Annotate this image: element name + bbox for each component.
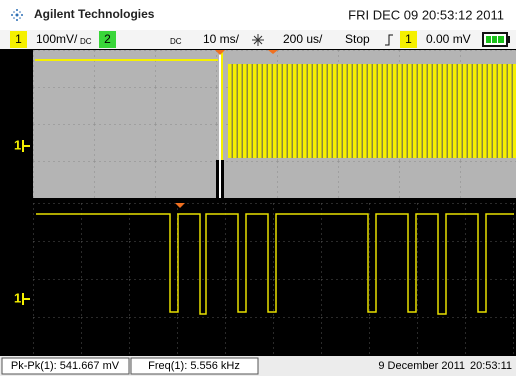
zoom-timebase: 200 us/: [283, 32, 323, 46]
coupling1: DC: [80, 37, 92, 46]
logo: [11, 9, 23, 21]
delay-marker: [268, 50, 278, 54]
zoom-marker-arrow: [22, 293, 30, 305]
run-state: Stop: [345, 32, 370, 46]
channel2-badge: [99, 31, 116, 48]
channel2: 2: [104, 32, 111, 46]
trigger-position: [215, 50, 225, 55]
trigger-level: 0.00 mV: [426, 32, 471, 46]
trigger-source-badge: [400, 31, 417, 48]
battery: [482, 32, 510, 47]
zoom-grid: [33, 203, 516, 355]
zoom-trigger-marker: [175, 203, 185, 208]
footer-date: 9 December 2011: [378, 360, 465, 372]
main-trace-burst: [228, 64, 516, 158]
main-marker-arrow: [22, 140, 30, 152]
timebase: 10 ms/: [203, 32, 240, 46]
measurement1: Pk-Pk(1): 541.667 mV: [11, 360, 120, 372]
measurement1-box: [1, 357, 130, 375]
trigger-source: 1: [405, 32, 412, 46]
coupling2: DC: [170, 37, 182, 46]
trigger-edge-icon: [385, 34, 393, 46]
zoom-icon: [252, 34, 264, 46]
zoom-trace: [36, 213, 514, 315]
measurement2-box: [130, 357, 259, 375]
brand: Agilent Technologies: [34, 7, 155, 21]
main-channel-marker: 1: [14, 137, 21, 152]
footer-time: 20:53:11: [470, 360, 512, 372]
measurement2: Freq(1): 5.556 kHz: [148, 360, 240, 372]
channel1-badge: [10, 31, 27, 48]
datetime: FRI DEC 09 20:53:12 2011: [348, 7, 504, 22]
scale1: 100mV/: [36, 32, 78, 46]
zoom-channel-marker: 1: [14, 290, 21, 305]
channel1: 1: [15, 32, 22, 46]
header-bar: [0, 0, 516, 30]
